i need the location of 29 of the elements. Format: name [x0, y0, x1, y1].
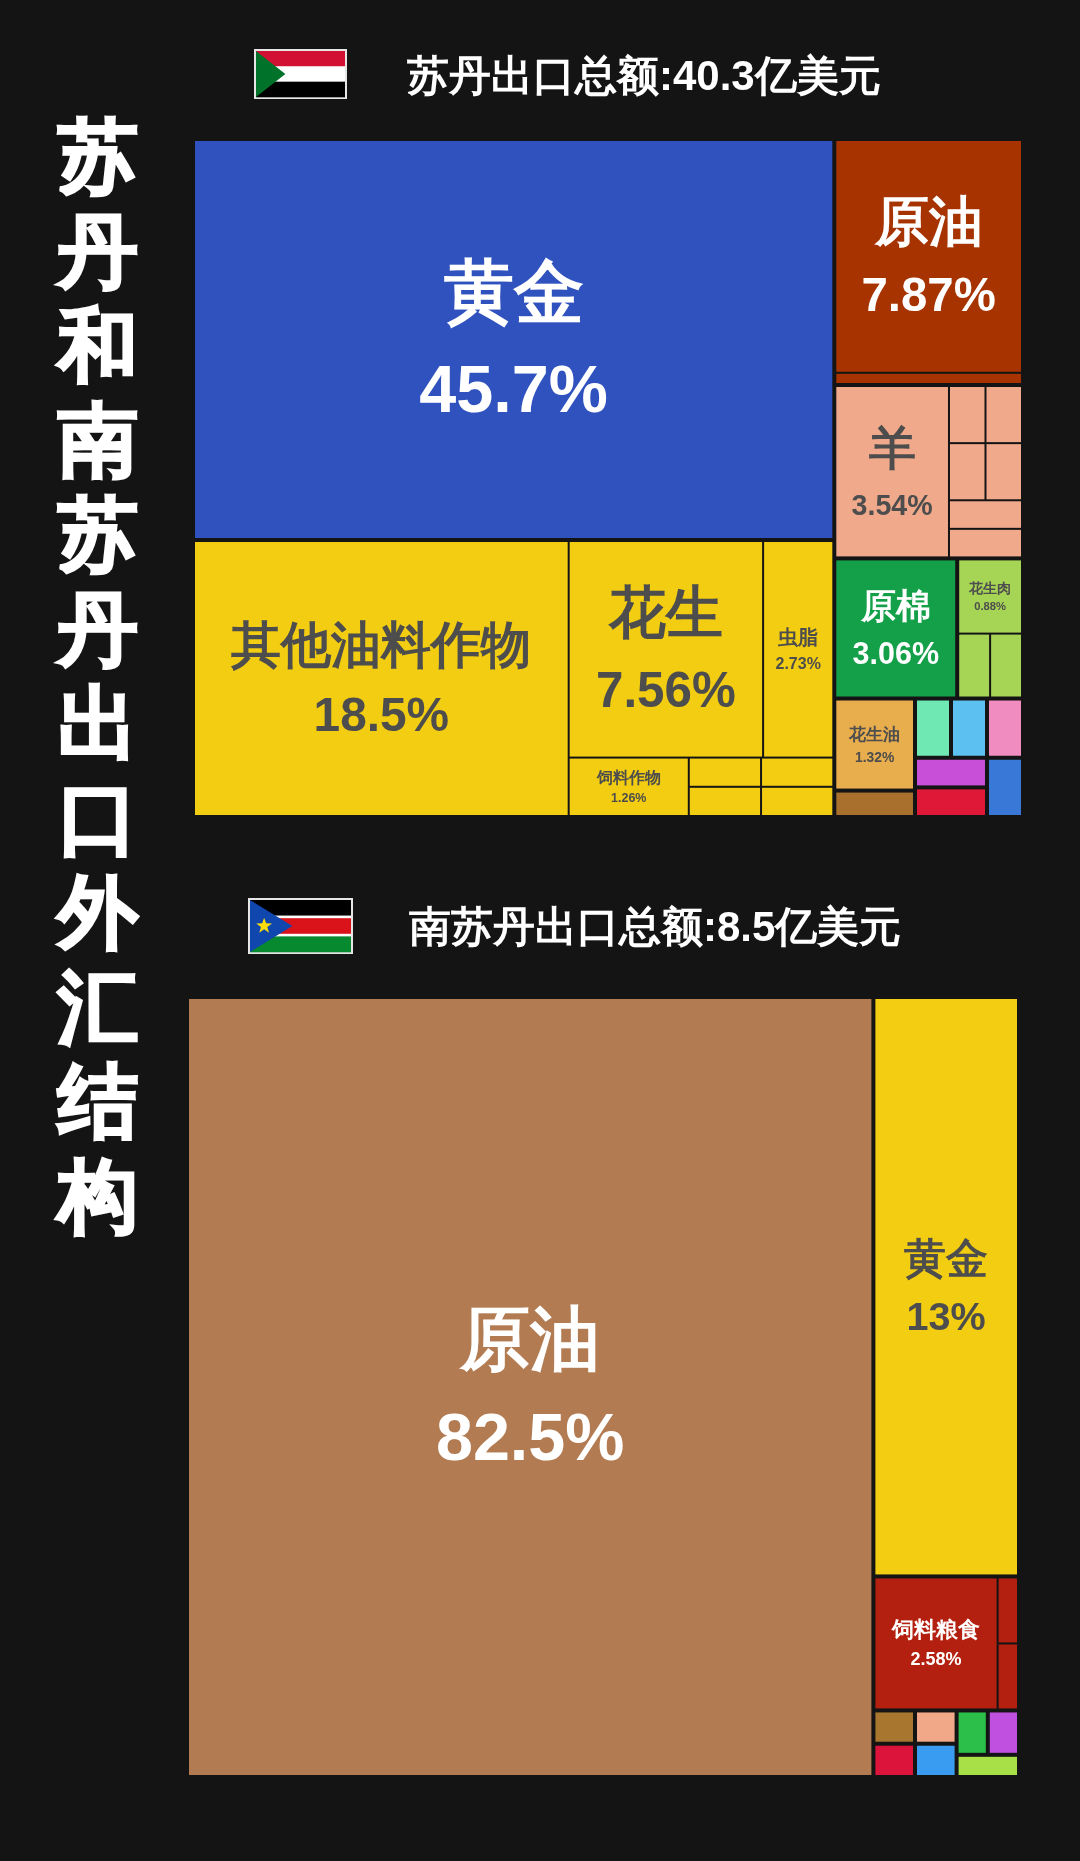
data-label: 13% — [906, 1294, 986, 1339]
data-label: 2.73% — [775, 655, 821, 673]
data-label: 0.88% — [974, 600, 1007, 613]
category-label: 原油 — [458, 1300, 601, 1379]
category-label: 其他油料作物 — [230, 615, 532, 673]
text: 南苏丹出口总额:8.5亿美元 — [409, 902, 902, 950]
category-label: 花生肉 — [968, 579, 1012, 596]
category-label: 黄金 — [904, 1234, 989, 1282]
data-label: 18.5% — [313, 687, 450, 741]
category-label: 饲料作物 — [595, 768, 661, 786]
data-label: 82.5% — [435, 1399, 625, 1474]
data-label: 7.56% — [596, 661, 736, 717]
category-label: 原油 — [873, 190, 983, 252]
category-label: 虫脂 — [777, 626, 819, 649]
category-label: 原棉 — [859, 586, 931, 626]
data-label: 2.58% — [910, 1649, 962, 1670]
data-label: 1.32% — [854, 748, 895, 765]
data-label: 3.06% — [852, 636, 939, 671]
category-label: 黄金 — [443, 252, 584, 331]
data-label: 1.26% — [611, 790, 647, 805]
data-label: 7.87% — [861, 268, 996, 322]
category-label: 饲料粮食 — [891, 1617, 981, 1643]
text: 苏丹出口总额:40.3亿美元 — [406, 51, 881, 99]
chart-title: 苏丹和南苏丹出口外汇结构 — [58, 111, 138, 1240]
category-label: 花生 — [607, 581, 723, 645]
data-label: 3.54% — [851, 488, 933, 521]
category-label: 羊 — [867, 421, 916, 474]
data-label: 45.7% — [419, 352, 608, 427]
category-label: 花生油 — [848, 723, 901, 744]
